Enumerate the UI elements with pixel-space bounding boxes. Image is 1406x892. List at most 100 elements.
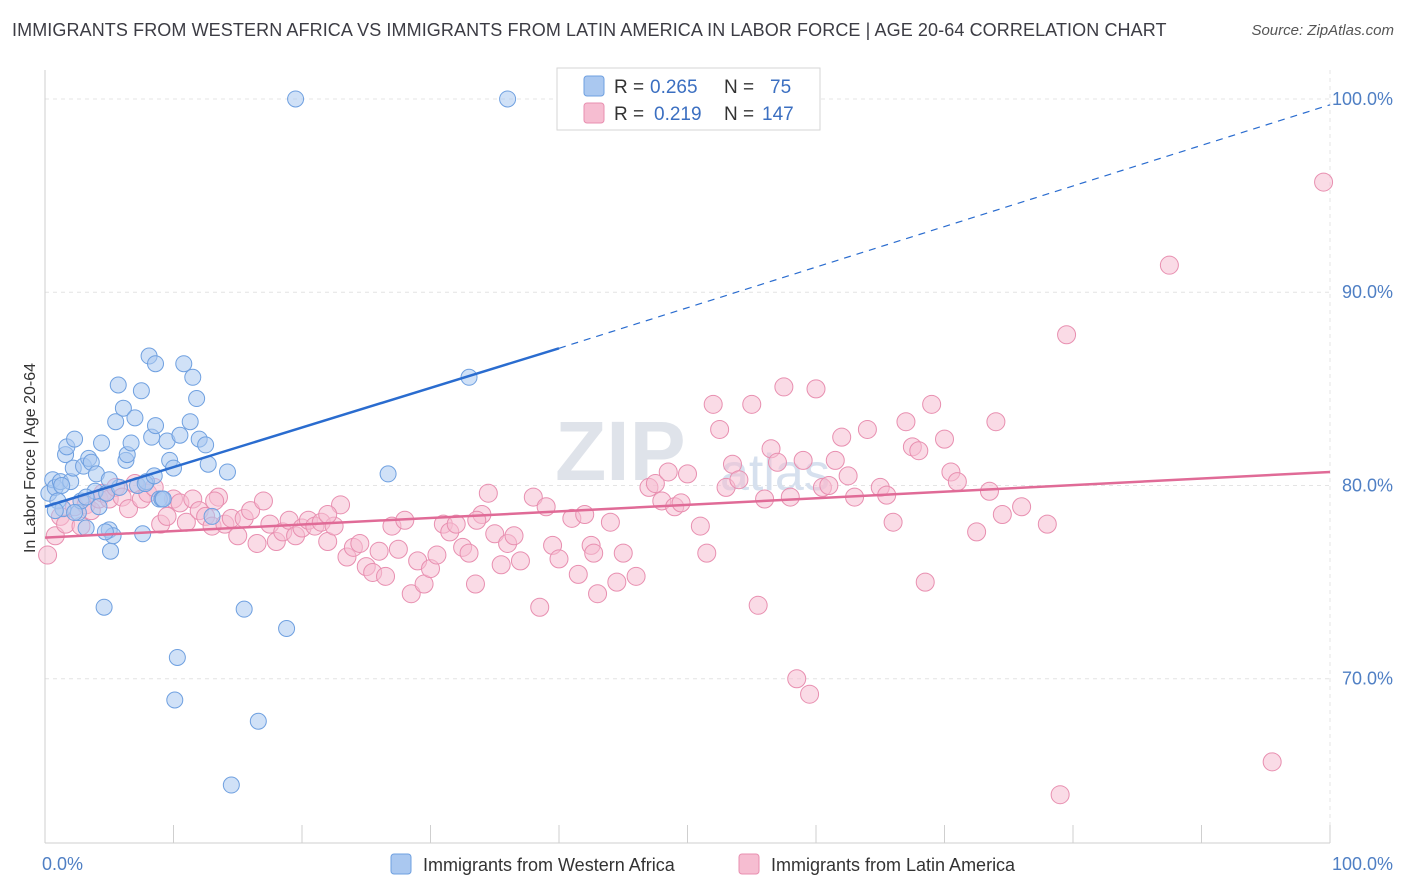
latin-america-point-34 <box>253 491 273 511</box>
latin-america-point-107 <box>767 452 787 472</box>
western-africa-point-72 <box>287 90 305 108</box>
latin-america-point-71 <box>491 555 511 575</box>
latin-america-point-33 <box>247 533 267 553</box>
latin-america-point-120 <box>857 419 877 439</box>
western-africa-point-55 <box>218 463 236 481</box>
western-africa-points <box>40 90 517 794</box>
western-africa-point-25 <box>107 413 125 431</box>
latin-america-point-19 <box>157 506 177 526</box>
western-africa-point-58 <box>154 490 172 508</box>
latin-america-point-129 <box>935 429 954 449</box>
latin-america-point-0 <box>38 545 58 565</box>
legend-n-value-1: 75 <box>770 77 791 98</box>
legend-swatch-blue <box>583 75 605 97</box>
latin-america-point-103 <box>742 394 762 414</box>
latin-america-point-109 <box>780 487 800 507</box>
western-africa-point-65 <box>278 619 296 637</box>
latin-america-point-116 <box>825 450 845 470</box>
latin-america-point-108 <box>774 377 794 397</box>
latin-america-point-99 <box>710 419 730 439</box>
latin-america-point-138 <box>1050 785 1070 805</box>
western-africa-point-63 <box>95 598 113 616</box>
western-africa-point-10 <box>66 430 84 448</box>
latin-america-point-111 <box>793 450 813 470</box>
x-tick-label-1: 100.0% <box>1332 854 1393 874</box>
latin-america-point-117 <box>832 427 852 447</box>
latin-america-point-142 <box>1314 172 1334 192</box>
series-legend: Immigrants from Western Africa Immigrant… <box>390 853 1016 875</box>
western-africa-point-52 <box>197 436 215 454</box>
western-africa-point-19 <box>90 498 108 516</box>
western-africa-point-50 <box>188 390 206 408</box>
latin-america-point-110 <box>787 669 807 689</box>
legend-r-label-1: R = <box>614 77 644 98</box>
latin-america-point-49 <box>350 533 370 553</box>
latin-america-point-137 <box>1037 514 1057 534</box>
western-africa-point-39 <box>147 417 165 435</box>
latin-america-point-67 <box>465 574 485 594</box>
latin-america-point-105 <box>755 489 775 509</box>
latin-america-point-131 <box>947 472 967 492</box>
western-africa-point-70 <box>379 465 397 483</box>
latin-america-point-30 <box>228 526 248 546</box>
latin-america-point-64 <box>446 514 466 534</box>
latin-america-point-145 <box>467 510 487 530</box>
bottom-legend-label-2: Immigrants from Latin America <box>771 855 1016 875</box>
x-tick-label-0: 0.0% <box>42 854 83 874</box>
western-africa-point-32 <box>126 409 144 427</box>
latin-america-point-115 <box>819 475 839 495</box>
western-africa-point-14 <box>77 519 95 537</box>
latin-america-point-141 <box>1262 752 1282 772</box>
latin-america-point-123 <box>883 512 903 532</box>
latin-america-point-66 <box>459 543 479 563</box>
latin-america-point-88 <box>626 566 646 586</box>
western-africa-point-23 <box>102 542 120 560</box>
western-africa-point-26 <box>109 376 127 394</box>
latin-america-point-97 <box>697 543 717 563</box>
legend-r-value-2: 0.219 <box>654 104 702 125</box>
latin-america-point-135 <box>992 504 1012 524</box>
y-tick-labels: 70.0% 80.0% 90.0% 100.0% <box>1332 89 1393 689</box>
legend-n-label-2: N = <box>724 104 754 125</box>
stats-legend: R = 0.265 N = 75 R = 0.219 N = 147 <box>556 67 821 131</box>
bottom-legend-swatch-pink <box>738 853 760 875</box>
latin-america-point-75 <box>523 487 543 507</box>
latin-america-point-118 <box>838 466 858 486</box>
latin-america-point-133 <box>979 481 999 501</box>
latin-america-point-98 <box>703 394 723 414</box>
x-tick-labels: 0.0% 100.0% <box>42 854 1393 874</box>
latin-america-point-134 <box>986 412 1006 432</box>
y-tick-label-1: 80.0% <box>1342 475 1393 495</box>
western-africa-point-28 <box>114 399 132 417</box>
y-axis-label: In Labor Force | Age 20-64 <box>22 363 39 553</box>
latin-america-point-32 <box>241 501 261 521</box>
latin-america-point-90 <box>645 474 665 494</box>
legend-swatch-pink <box>583 102 605 124</box>
latin-america-point-61 <box>427 545 447 565</box>
western-africa-trend-line <box>44 347 560 508</box>
latin-america-point-112 <box>800 684 820 704</box>
latin-america-point-124 <box>896 412 916 432</box>
latin-america-point-86 <box>607 572 627 592</box>
western-africa-point-49 <box>184 368 202 386</box>
latin-america-trend-line <box>44 470 1331 539</box>
western-africa-point-54 <box>203 507 221 525</box>
western-africa-point-67 <box>166 691 184 709</box>
western-africa-point-68 <box>249 712 267 730</box>
latin-america-point-96 <box>690 516 710 536</box>
chart-title: IMMIGRANTS FROM WESTERN AFRICA VS IMMIGR… <box>12 20 1167 40</box>
y-tick-label-3: 100.0% <box>1332 89 1393 109</box>
western-africa-point-62 <box>53 476 71 494</box>
latin-america-point-55 <box>388 539 408 559</box>
western-africa-point-64 <box>235 600 253 618</box>
latin-america-point-73 <box>504 526 524 546</box>
western-africa-point-48 <box>181 413 199 431</box>
latin-america-point-52 <box>369 541 389 561</box>
bottom-legend-swatch-blue <box>390 853 412 875</box>
latin-america-point-128 <box>922 394 942 414</box>
latin-america-point-46 <box>331 495 351 515</box>
latin-america-point-69 <box>478 483 498 503</box>
latin-america-point-87 <box>613 543 633 563</box>
western-africa-point-60 <box>96 523 114 541</box>
latin-america-point-143 <box>205 491 225 511</box>
